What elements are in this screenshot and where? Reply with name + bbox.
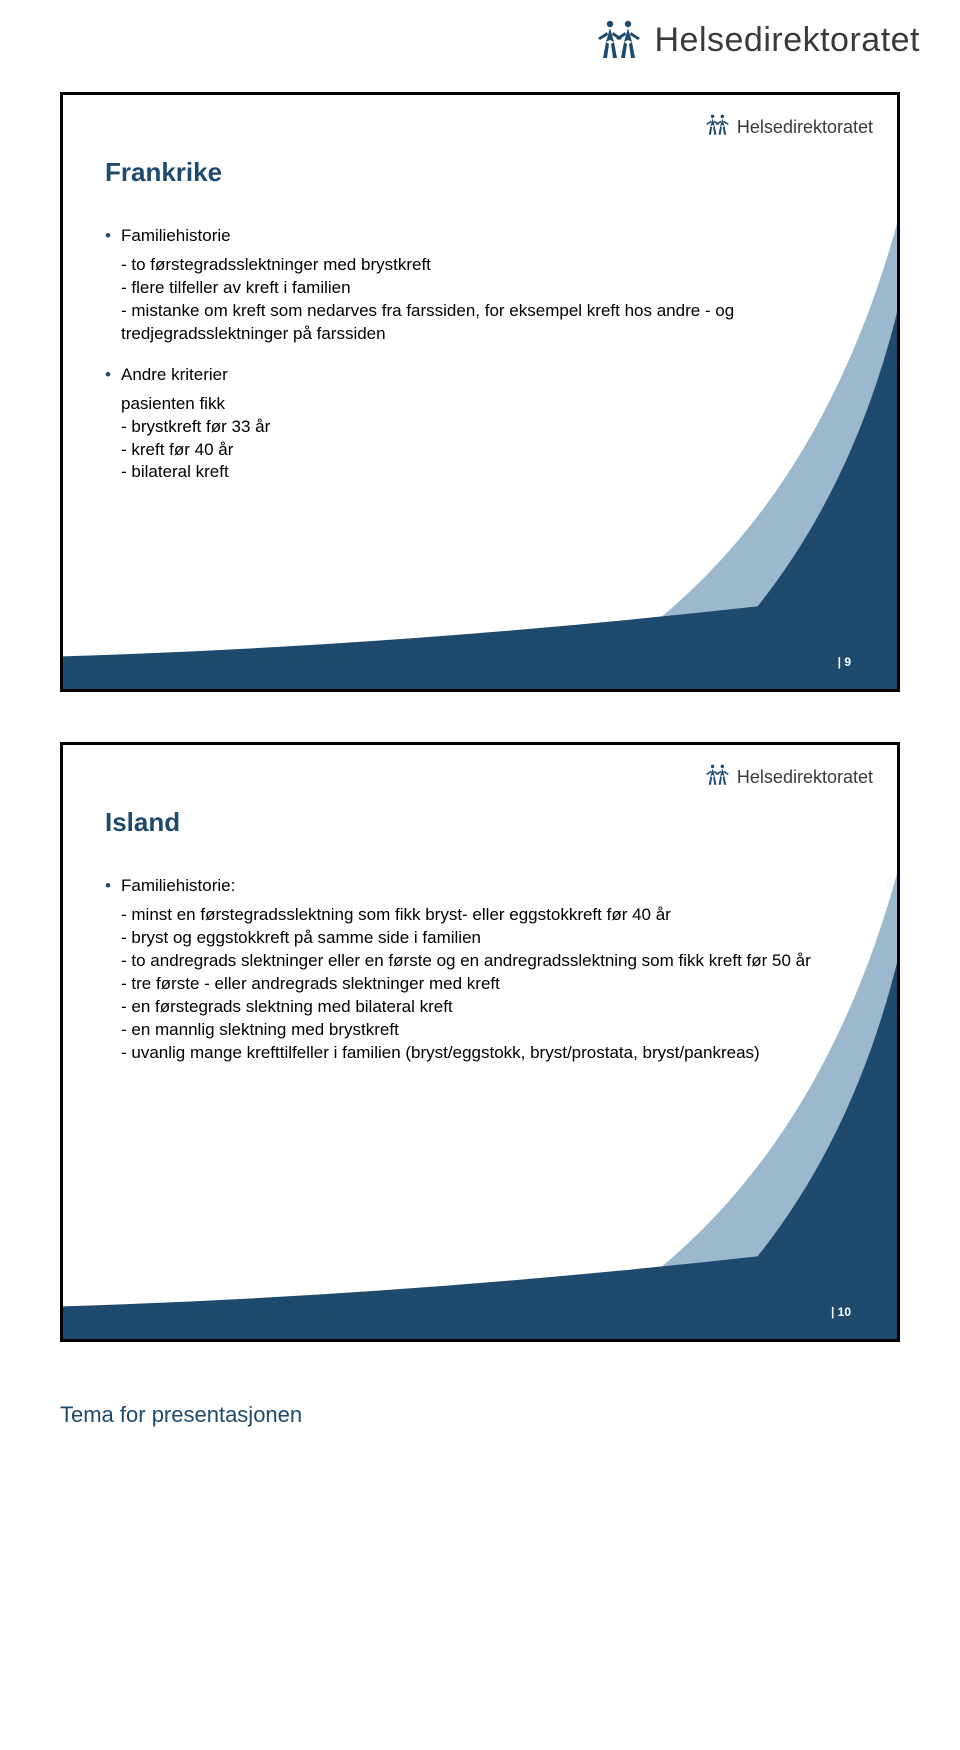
brand-name-small: Helsedirektoratet [737, 767, 873, 788]
helsedirektoratet-logo-icon [705, 763, 731, 792]
sub-item: - en førstegrads slektning med bilateral… [105, 996, 827, 1019]
helsedirektoratet-logo-icon [705, 113, 731, 142]
slide-logo: Helsedirektoratet [705, 113, 873, 142]
slide-1-body: Familiehistorie - to førstegradsslektnin… [105, 225, 827, 484]
bullet: Familiehistorie [105, 225, 827, 248]
bullet: Familiehistorie: [105, 875, 827, 898]
page-header: Helsedirektoratet [0, 0, 960, 72]
slide-1-footer-right: | 9 [838, 655, 851, 669]
slide-logo: Helsedirektoratet [705, 763, 873, 792]
slide-2-title: Island [105, 807, 180, 838]
sub-item: - tre første - eller andregrads slektnin… [105, 973, 827, 996]
slide-2-footer-right: | 10 [831, 1305, 851, 1319]
slide-1-title: Frankrike [105, 157, 222, 188]
slide-2-footer-left: 09.01.2009 | Gentesting for brystkreft i… [105, 1305, 369, 1319]
sub-item: - to andregrads slektninger eller en før… [105, 950, 827, 973]
sub-item: - kreft før 40 år [105, 439, 827, 462]
slide-1-wrap: Helsedirektoratet Frankrike Familiehisto… [0, 72, 960, 722]
slide-1-footer-left: 09.01.2009 | Gentesting for brystkreft i… [105, 655, 369, 669]
sub-item: - bryst og eggstokkreft på samme side i … [105, 927, 827, 950]
sub-item: - bilateral kreft [105, 461, 827, 484]
sub-item: - minst en førstegradsslektning som fikk… [105, 904, 827, 927]
slide-1: Helsedirektoratet Frankrike Familiehisto… [60, 92, 900, 692]
sub-item: - uvanlig mange krefttilfeller i familie… [105, 1042, 827, 1065]
brand-name-small: Helsedirektoratet [737, 117, 873, 138]
brand-name: Helsedirektoratet [654, 21, 920, 60]
sub-item: - brystkreft før 33 år [105, 416, 827, 439]
page-footer-text: Tema for presentasjonen [0, 1372, 960, 1468]
helsedirektoratet-logo-icon [596, 18, 644, 62]
sub-item: - mistanke om kreft som nedarves fra far… [105, 300, 827, 346]
bullet: Andre kriterier [105, 364, 827, 387]
sub-item: pasienten fikk [105, 393, 827, 416]
slide-2-body: Familiehistorie: - minst en førstegradss… [105, 875, 827, 1065]
slide-2: Helsedirektoratet Island Familiehistorie… [60, 742, 900, 1342]
sub-item: - to førstegradsslektninger med brystkre… [105, 254, 827, 277]
sub-item: - flere tilfeller av kreft i familien [105, 277, 827, 300]
sub-item: - en mannlig slektning med brystkreft [105, 1019, 827, 1042]
slide-2-wrap: Helsedirektoratet Island Familiehistorie… [0, 722, 960, 1372]
